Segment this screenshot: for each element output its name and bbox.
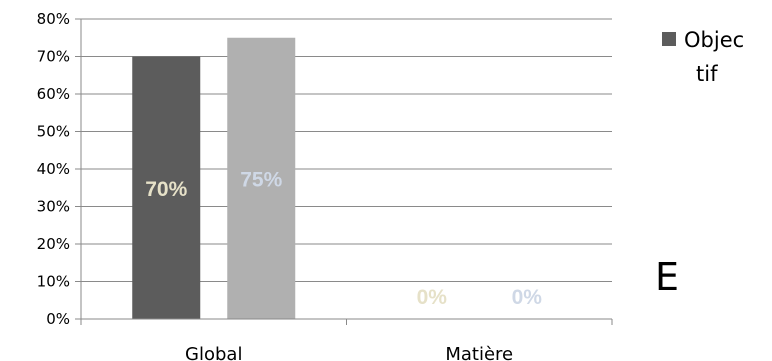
axes: 0% 10% 20% 30% 40% 50% 60% 70% 80% Global Matière <box>37 10 613 361</box>
y-tick-label: 70% <box>37 48 70 66</box>
data-label: 0% <box>417 286 448 309</box>
legend: Objec tif <box>662 28 744 86</box>
bar <box>227 37 296 319</box>
x-tick-label: Matière <box>445 344 513 361</box>
y-tick-label: 10% <box>37 273 70 291</box>
legend-swatch <box>662 32 676 46</box>
data-label: 70% <box>145 178 187 201</box>
y-tick-label: 50% <box>37 123 70 141</box>
y-tick-label: 60% <box>37 85 70 103</box>
data-label: 0% <box>512 286 543 309</box>
data-labels: 70% 0% 75% 0% <box>145 168 542 309</box>
bar <box>132 56 201 319</box>
legend-label-line2: tif <box>696 62 718 86</box>
annotation-letter: E <box>655 255 679 299</box>
bars <box>132 37 296 319</box>
x-tick-label: Global <box>185 344 242 361</box>
y-tick-label: 0% <box>46 310 70 328</box>
y-tick-label: 20% <box>37 235 70 253</box>
data-label: 75% <box>240 168 282 191</box>
y-tick-label: 40% <box>37 160 70 178</box>
y-tick-label: 30% <box>37 198 70 216</box>
y-tick-label: 80% <box>37 10 70 28</box>
legend-label-line1: Objec <box>684 28 744 52</box>
